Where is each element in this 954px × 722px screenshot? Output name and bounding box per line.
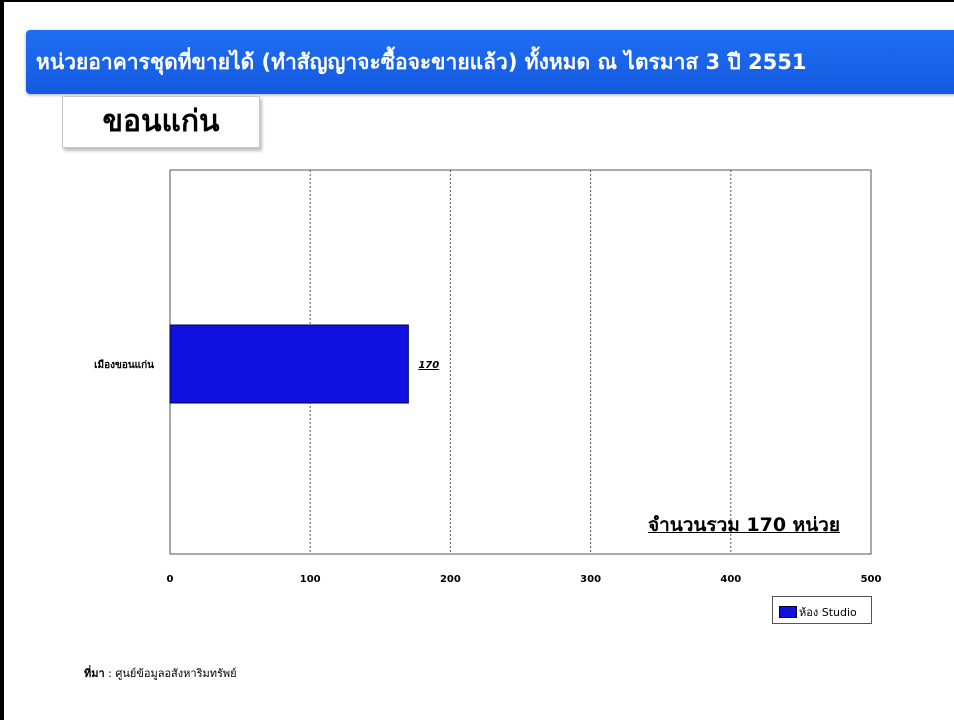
legend-label-studio: ห้อง Studio	[799, 606, 857, 619]
x-tick-label-500: 500	[861, 574, 882, 585]
province-label-box: ขอนแก่น	[62, 96, 260, 148]
x-tick-label-400: 400	[720, 574, 741, 585]
x-tick-label-200: 200	[440, 574, 461, 585]
category-label-0: เมืองขอนแก่น	[94, 359, 154, 371]
source-label: ที่มา	[84, 667, 105, 680]
total-units-label: จำนวนรวม 170 หน่วย	[647, 514, 840, 536]
bar-chart: 0 100 200 300 400 500 เมืองขอนแก่น 170	[94, 169, 882, 585]
x-tick-label-0: 0	[167, 574, 174, 585]
province-label: ขอนแก่น	[102, 104, 220, 139]
bar-0	[169, 324, 409, 404]
source-text: : ศูนย์ข้อมูลอสังหาริมทรัพย์	[104, 667, 237, 680]
data-label-0: 170	[418, 360, 439, 371]
chart-legend: ห้อง Studio	[772, 596, 872, 624]
title-banner	[26, 30, 954, 94]
x-tick-label-100: 100	[300, 574, 321, 585]
source-note: ที่มา : ศูนย์ข้อมูลอสังหาริมทรัพย์	[84, 664, 237, 682]
legend-swatch-studio	[779, 606, 797, 618]
slide-title: หน่วยอาคารชุดที่ขายได้ (ทำสัญญาจะซื้อจะข…	[36, 50, 807, 74]
x-tick-label-300: 300	[580, 574, 601, 585]
